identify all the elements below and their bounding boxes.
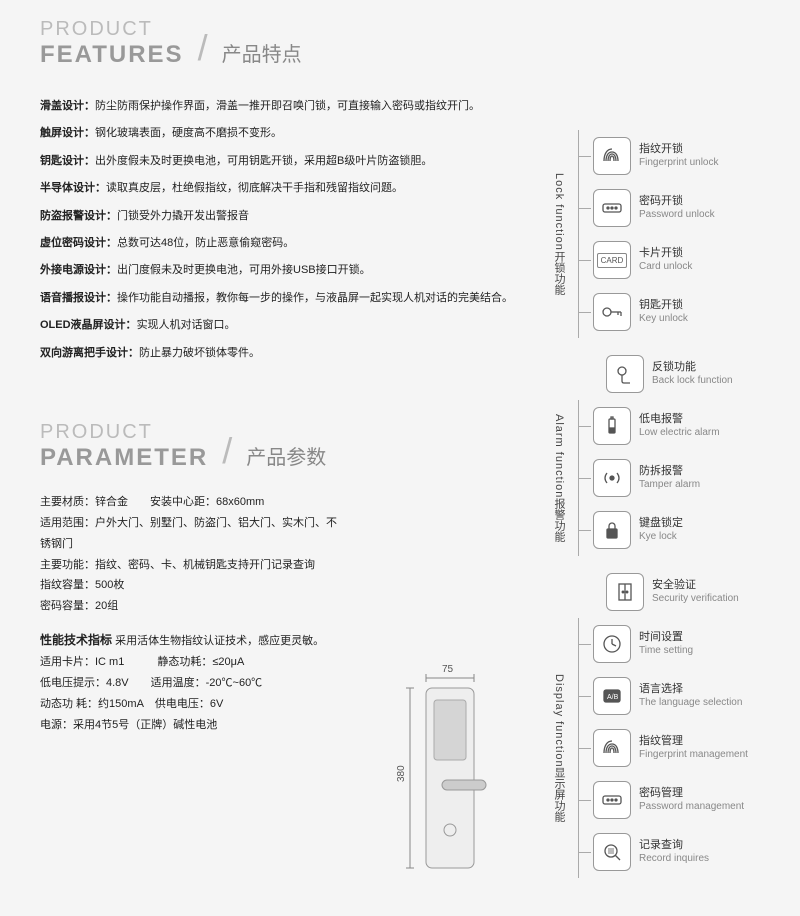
- function-item: 密码管理Password management: [579, 774, 780, 826]
- function-sidebar: Lock function开锁功能指纹开锁Fingerprint unlock密…: [570, 130, 780, 888]
- function-label: 密码管理Password management: [639, 787, 744, 813]
- function-label: 键盘锁定Kye lock: [639, 517, 683, 543]
- feature-row: 外接电源设计：出门度假未及时更换电池，可用外接USB接口开锁。: [40, 263, 540, 278]
- lock-dimension-diagram: 75 380: [390, 660, 510, 880]
- svg-text:380: 380: [396, 765, 407, 782]
- function-label: 防拆报警Tamper alarm: [639, 465, 700, 491]
- function-item: 安全验证Security verification: [592, 566, 780, 618]
- feature-row: 防盗报警设计：门锁受外力撬开发出警报音: [40, 209, 540, 224]
- slash-divider: /: [198, 27, 208, 69]
- slash-divider: /: [222, 430, 232, 472]
- section-label: Lock function开锁功能: [548, 130, 570, 338]
- card-icon: CARD: [593, 241, 631, 279]
- features-eng2: FEATURES: [40, 41, 184, 69]
- door-icon: [606, 573, 644, 611]
- battery-icon: [593, 407, 631, 445]
- param-line: 适用卡片：IC m1 静态功耗：≤20μA: [40, 652, 340, 673]
- features-cn: 产品特点: [222, 38, 302, 67]
- handle-icon: [606, 355, 644, 393]
- parameter-cn: 产品参数: [246, 441, 326, 470]
- perf-sub: 采用活体生物指纹认证技术，感应更灵敏。: [115, 635, 324, 647]
- function-item: 密码开锁Password unlock: [579, 182, 780, 234]
- function-item: 记录查询Record inquires: [579, 826, 780, 878]
- function-item: 钥匙开锁Key unlock: [579, 286, 780, 338]
- lang-icon: A/B: [593, 677, 631, 715]
- function-item: 防拆报警Tamper alarm: [579, 452, 780, 504]
- param-line: 主要功能：指纹、密码、卡、机械钥匙支持开门记录查询: [40, 555, 340, 576]
- padlock-icon: [593, 511, 631, 549]
- side-section: Alarm function报警功能低电报警Low electric alarm…: [570, 400, 780, 556]
- features-header: PRODUCT FEATURES / 产品特点: [0, 0, 800, 69]
- feature-row: 语音播报设计：操作功能自动播报，教你每一步的操作，与液晶屏一起实现人机对话的完美…: [40, 291, 540, 306]
- feature-row: 半导体设计：读取真皮层，杜绝假指纹，彻底解决干手指和残留指纹问题。: [40, 181, 540, 196]
- perf-title: 性能技术指标: [40, 633, 112, 647]
- function-item: 低电报警Low electric alarm: [579, 400, 780, 452]
- feature-row: 虚位密码设计：总数可达48位，防止恶意偷窥密码。: [40, 236, 540, 251]
- function-item: CARD 卡片开锁Card unlock: [579, 234, 780, 286]
- param-line: 指纹容量：500枚: [40, 575, 340, 596]
- feature-row: 双向游离把手设计：防止暴力破坏锁体零件。: [40, 346, 540, 361]
- parameter-eng1: PRODUCT: [40, 421, 208, 444]
- function-item: A/B 语言选择The language selection: [579, 670, 780, 722]
- key-icon: [593, 293, 631, 331]
- clock-icon: [593, 625, 631, 663]
- section-label: Alarm function报警功能: [548, 400, 570, 556]
- feature-row: 触屏设计：钢化玻璃表面，硬度高不磨损不变形。: [40, 126, 540, 141]
- function-item: 键盘锁定Kye lock: [579, 504, 780, 556]
- features-eng1: PRODUCT: [40, 18, 184, 41]
- function-label: 时间设置Time setting: [639, 631, 693, 657]
- feature-row: OLED液晶屏设计：实现人机对话窗口。: [40, 318, 540, 333]
- function-item: 指纹开锁Fingerprint unlock: [579, 130, 780, 182]
- svg-text:A/B: A/B: [607, 694, 619, 701]
- function-item: 时间设置Time setting: [579, 618, 780, 670]
- parameter-eng2: PARAMETER: [40, 444, 208, 472]
- param-line: 密码容量：20组: [40, 596, 340, 617]
- fingerprint-icon: [593, 137, 631, 175]
- dots-icon: [593, 781, 631, 819]
- function-label: 指纹管理Fingerprint management: [639, 735, 748, 761]
- tamper-icon: [593, 459, 631, 497]
- function-label: 反锁功能Back lock function: [652, 361, 733, 387]
- feature-row: 滑盖设计：防尘防雨保护操作界面，滑盖一推开即召唤门锁，可直接输入密码或指纹开门。: [40, 99, 540, 114]
- fingerprint-icon: [593, 729, 631, 767]
- function-label: 低电报警Low electric alarm: [639, 413, 720, 439]
- feature-row: 钥匙设计：出外度假未及时更换电池，可用钥匙开锁，采用超B级叶片防盗锁胆。: [40, 154, 540, 169]
- param-line: 动态功 耗：约150mA 供电电压：6V: [40, 694, 340, 715]
- dots-icon: [593, 189, 631, 227]
- side-section: Lock function开锁功能指纹开锁Fingerprint unlock密…: [570, 130, 780, 338]
- function-item: 反锁功能Back lock function: [592, 348, 780, 400]
- parameter-block: 主要材质：锌合金 安装中心距：68x60mm 适用范围：户外大门、别墅门、防盗门…: [0, 472, 340, 736]
- svg-text:75: 75: [442, 664, 454, 675]
- function-label: 记录查询Record inquires: [639, 839, 709, 865]
- search-icon: [593, 833, 631, 871]
- param-line: 适用范围：户外大门、别墅门、防盗门、铝大门、实木门、不锈钢门: [40, 513, 340, 555]
- param-line: 主要材质：锌合金 安装中心距：68x60mm: [40, 492, 340, 513]
- function-item: 指纹管理Fingerprint management: [579, 722, 780, 774]
- side-section: Display function显示屏功能时间设置Time settingA/B…: [570, 618, 780, 878]
- function-label: 密码开锁Password unlock: [639, 195, 715, 221]
- param-line: 电源：采用4节5号（正牌）碱性电池: [40, 715, 340, 736]
- function-label: 钥匙开锁Key unlock: [639, 299, 688, 325]
- section-label: Display function显示屏功能: [548, 618, 570, 878]
- param-line: 低电压提示：4.8V 适用温度：-20℃~60℃: [40, 673, 340, 694]
- feature-list: 滑盖设计：防尘防雨保护操作界面，滑盖一推开即召唤门锁，可直接输入密码或指纹开门。…: [0, 69, 540, 361]
- function-label: 卡片开锁Card unlock: [639, 247, 692, 273]
- function-label: 安全验证Security verification: [652, 579, 739, 605]
- function-label: 语言选择The language selection: [639, 683, 742, 709]
- function-label: 指纹开锁Fingerprint unlock: [639, 143, 718, 169]
